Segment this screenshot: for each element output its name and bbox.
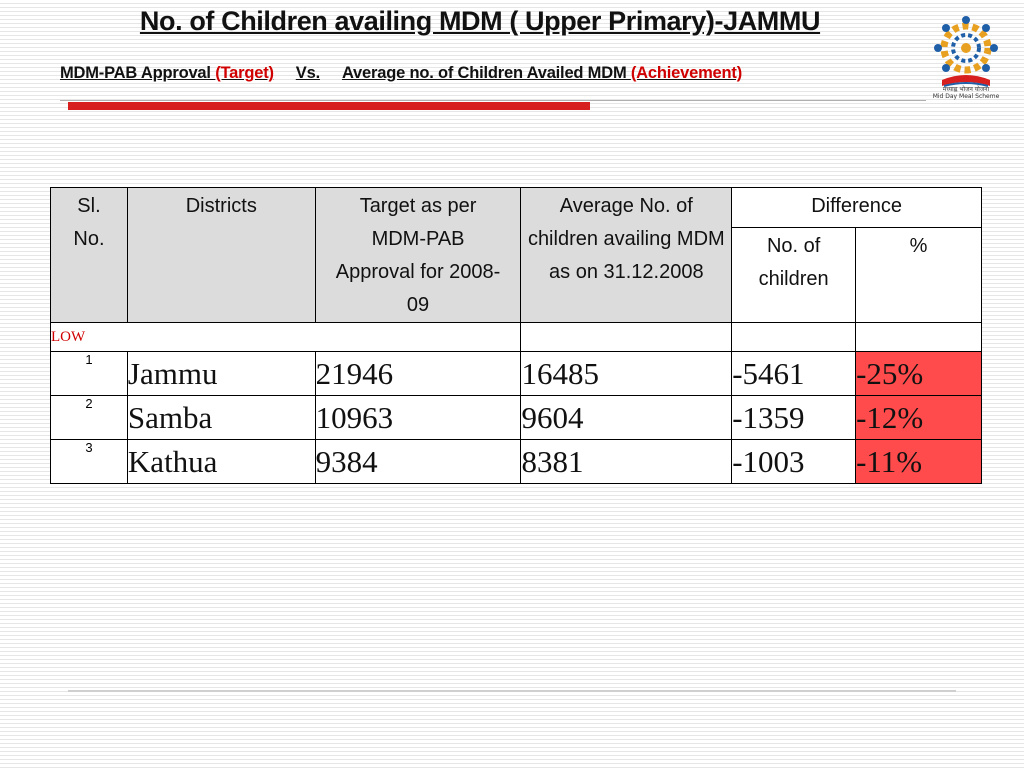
subtitle-vs-text: Vs. xyxy=(295,64,320,82)
cell-target: 21946 xyxy=(314,351,522,396)
subtitle-approval-text: MDM-PAB Approval xyxy=(60,64,216,82)
cell-diff-children: -5461 xyxy=(731,351,857,396)
header-average: Average No. of children availing MDM as … xyxy=(520,187,733,323)
cell-diff-percent: -25% xyxy=(855,351,982,396)
cell-district: Samba xyxy=(126,395,316,440)
logo-caption-english: Mid Day Meal Scheme xyxy=(932,93,1000,100)
cell-district: Kathua xyxy=(126,439,316,484)
subtitle-target-text: (Target) xyxy=(215,64,274,82)
cell-sl: 1 xyxy=(50,351,128,396)
group-label-low: LOW xyxy=(49,322,522,352)
footer-divider xyxy=(68,690,956,692)
cell-average: 16485 xyxy=(520,351,733,396)
group-empty-cell xyxy=(731,322,857,352)
header-districts: Districts xyxy=(126,187,316,323)
header-difference: Difference xyxy=(731,187,982,228)
subtitle-average-text: Average no. of Children Availed MDM xyxy=(341,64,631,82)
page-title: No. of Children availing MDM ( Upper Pri… xyxy=(139,6,821,36)
header-diff-percent: % xyxy=(855,227,982,323)
table-subheader-row: No. of children % xyxy=(51,227,982,323)
group-empty-cell xyxy=(855,322,982,352)
header-sl-no: Sl. No. xyxy=(50,187,128,323)
mid-day-meal-logo-icon xyxy=(934,16,998,87)
table-row: 3 Kathua 9384 8381 -1003 -11% xyxy=(50,439,982,484)
children-mdm-table: Sl. No. Districts Target as per MDM-PAB … xyxy=(49,187,982,484)
logo-caption-hindi: मध्याह्न भोजन योजना xyxy=(942,86,990,93)
cell-diff-percent: -11% xyxy=(855,439,982,484)
group-empty-cell xyxy=(520,322,733,352)
table-header-row: Sl. No. Districts Target as per MDM-PAB … xyxy=(50,187,982,323)
table-row: 2 Samba 10963 9604 -1359 -12% xyxy=(50,395,982,440)
cell-target: 10963 xyxy=(314,395,522,440)
cell-diff-children: -1003 xyxy=(731,439,857,484)
page-subtitle: MDM-PAB Approval (Target) Vs. Average no. … xyxy=(60,64,742,83)
table-group-row: LOW xyxy=(49,322,982,352)
subtitle-achievement-text: (Achievement) xyxy=(630,64,742,82)
cell-average: 9604 xyxy=(520,395,733,440)
header-target: Target as per MDM-PAB Approval for 2008-… xyxy=(314,187,522,323)
header-divider xyxy=(60,100,926,101)
cell-diff-percent: -12% xyxy=(855,395,982,440)
cell-target: 9384 xyxy=(314,439,522,484)
cell-diff-children: -1359 xyxy=(731,395,857,440)
cell-average: 8381 xyxy=(520,439,733,484)
cell-sl: 2 xyxy=(50,395,128,440)
header-diff-children: No. of children xyxy=(731,227,857,323)
logo-caption: मध्याह्न भोजन योजना Mid Day Meal Scheme xyxy=(924,86,1008,100)
table-row: 1 Jammu 21946 16485 -5461 -25% xyxy=(50,351,982,396)
header-accent-bar xyxy=(68,102,590,110)
cell-district: Jammu xyxy=(126,351,316,396)
cell-sl: 3 xyxy=(50,439,128,484)
